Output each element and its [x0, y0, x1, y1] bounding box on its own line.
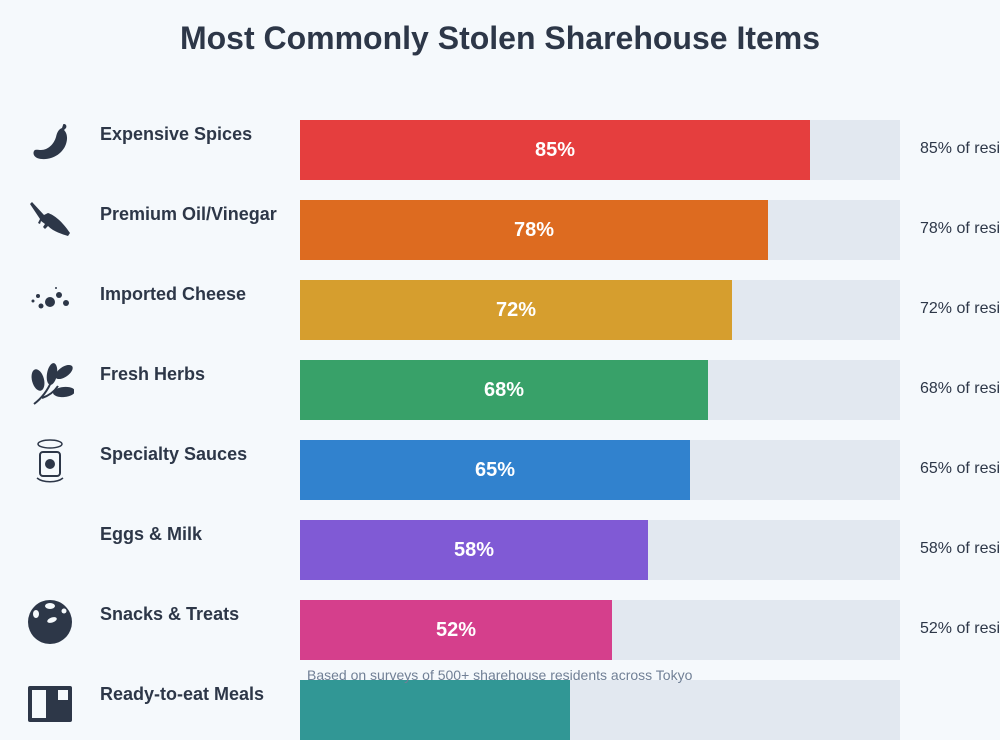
bar: 65% [300, 440, 690, 500]
bar-track: 68% [300, 360, 900, 420]
bar-row: Eggs & Milk 58% 58% of resi [0, 520, 1000, 580]
description-text: 85% of resi [920, 140, 1000, 157]
bar: 52% [300, 600, 612, 660]
bar-row: Specialty Sauces 65% 65% of resi [0, 439, 1000, 500]
bar [300, 680, 570, 740]
bar-track: 52% [300, 600, 900, 660]
description-text: 65% of resi [920, 460, 1000, 477]
herb-leaf-icon [31, 363, 74, 405]
value-label: 68% [483, 378, 525, 401]
value-label: 78% [513, 218, 555, 241]
value-label: 65% [474, 458, 516, 481]
bar-track: 58% [300, 520, 900, 580]
meal-box-icon [28, 686, 72, 722]
bar: 58% [300, 520, 648, 580]
category-label: Premium Oil/Vinegar [100, 204, 277, 224]
category-label: Eggs & Milk [100, 524, 203, 544]
category-label: Expensive Spices [100, 124, 253, 144]
bar-row: Snacks & Treats 52% 52% of resi [0, 600, 1000, 660]
category-label: Fresh Herbs [100, 364, 206, 384]
bar-row: Imported Cheese 72% 72% of resi [0, 280, 1000, 340]
bar-track: 65% [300, 440, 900, 500]
bar-track [300, 680, 900, 740]
category-label: Imported Cheese [100, 284, 247, 304]
bar-row: Premium Oil/Vinegar 78% 78% of resi [0, 200, 1000, 260]
description-text: 72% of resi [920, 300, 1000, 317]
bar-row: Fresh Herbs 68% 68% of resi [0, 360, 1000, 420]
value-label: 58% [453, 538, 495, 561]
cheese-crumbs-icon [31, 287, 69, 309]
value-label: 85% [534, 138, 576, 161]
value-label: 52% [435, 618, 477, 641]
bar: 78% [300, 200, 768, 260]
description-text: 78% of resi [920, 220, 1000, 237]
bar-track: 85% [300, 120, 900, 180]
bar-track: 72% [300, 280, 900, 340]
chart-title: Most Commonly Stolen Sharehouse Items [179, 20, 821, 56]
bar-row: Ready-to-eat Meals [0, 680, 1000, 740]
category-label: Specialty Sauces [100, 444, 248, 464]
category-label: Ready-to-eat Meals [100, 684, 265, 704]
description-text: 68% of resi [920, 380, 1000, 397]
bar-track: 78% [300, 200, 900, 260]
bar: 68% [300, 360, 708, 420]
oil-bottle-icon [30, 202, 70, 236]
cookie-icon [28, 600, 72, 644]
sauce-jar-icon [36, 439, 64, 483]
bar-row: Expensive Spices 85% 85% of resi [0, 120, 1000, 180]
bar: 85% [300, 120, 810, 180]
survey-note: Based on surveys of 500+ sharehouse resi… [307, 667, 693, 683]
description-text: 58% of resi [920, 540, 1000, 557]
bar: 72% [300, 280, 732, 340]
description-text: 52% of resi [920, 620, 1000, 637]
value-label: 72% [495, 298, 537, 321]
chili-pepper-icon [33, 124, 68, 160]
category-label: Snacks & Treats [100, 604, 240, 624]
